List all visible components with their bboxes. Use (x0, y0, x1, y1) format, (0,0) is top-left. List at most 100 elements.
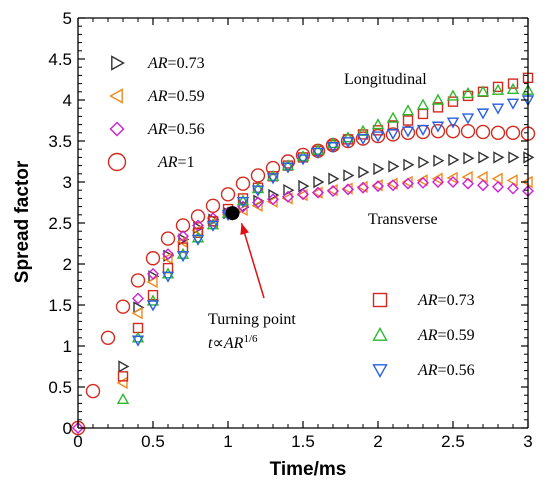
data-point (355, 131, 371, 146)
series-ar_1 (70, 123, 536, 436)
data-point (72, 422, 84, 434)
legend-label-transverse_073: AR=0.73 (147, 55, 205, 72)
data-point (236, 194, 250, 206)
data-point (416, 124, 430, 136)
data-point (220, 187, 236, 202)
data-point (387, 179, 399, 192)
data-point (235, 176, 251, 191)
data-point (401, 126, 415, 138)
data-point (267, 193, 279, 206)
axes (77, 17, 529, 429)
data-point (131, 307, 143, 320)
y-tick-label: 3 (63, 173, 72, 192)
data-point (147, 289, 159, 301)
y-tick-label: 0 (63, 419, 72, 438)
data-point (311, 186, 323, 199)
legend-prefix: AR (157, 154, 178, 171)
data-point (282, 190, 294, 203)
legend-marker-ar_1 (107, 152, 127, 172)
y-tick-label: 3.5 (48, 132, 72, 151)
data-point (493, 151, 505, 164)
formula-ar: AR (223, 335, 244, 352)
data-point (176, 235, 188, 249)
legend-marker-longitudinal_073 (372, 292, 388, 308)
data-point (131, 331, 145, 343)
data-point (178, 233, 190, 246)
data-point (161, 271, 175, 283)
data-point (477, 179, 489, 192)
turning-point-arrow (240, 222, 265, 299)
data-point (432, 176, 444, 188)
data-point (206, 218, 220, 230)
data-point (431, 121, 445, 133)
x-tick-label: 3 (523, 432, 532, 451)
data-point (417, 108, 429, 120)
data-point (372, 180, 384, 193)
annotation-turning-point: Turning point (208, 311, 296, 328)
legend-marker-transverse_073 (111, 55, 125, 71)
data-point (460, 123, 476, 139)
data-point (326, 142, 340, 154)
legend-value: =0.59 (168, 88, 205, 105)
legend-value: =0.73 (438, 292, 475, 309)
data-point (190, 209, 206, 224)
data-point (400, 125, 416, 141)
data-point (147, 267, 159, 280)
y-tick-label: 2 (63, 255, 72, 274)
data-marks (70, 72, 536, 436)
annotation-longitudinal: Longitudinal (344, 71, 427, 88)
series-transverse_059 (116, 170, 533, 390)
data-point (117, 371, 129, 382)
data-point (386, 128, 400, 141)
x-axis-label: Time/ms (270, 459, 347, 480)
data-point (312, 186, 324, 199)
y-tick-label: 1.5 (48, 296, 72, 315)
data-point (176, 247, 190, 259)
data-point (118, 360, 130, 373)
data-point (250, 168, 266, 183)
x-tick-label: 0 (73, 432, 82, 451)
data-point (461, 86, 475, 99)
data-point (115, 299, 131, 314)
legend-prefix: AR (147, 55, 168, 72)
data-point (492, 81, 504, 93)
data-point (506, 98, 520, 110)
data-point (161, 267, 175, 279)
data-point (132, 292, 144, 305)
data-point (192, 219, 204, 232)
data-point (328, 172, 340, 185)
legend-prefix: AR (417, 362, 438, 379)
legend-label-longitudinal_056: AR=0.56 (417, 362, 475, 379)
y-tick-label: 0.5 (48, 378, 72, 397)
data-point (506, 174, 518, 187)
data-point (505, 125, 521, 141)
data-point (131, 335, 145, 347)
legend-label-transverse_059: AR=0.59 (147, 88, 205, 105)
data-point (252, 196, 264, 209)
legend-value: =0.59 (438, 327, 475, 344)
data-point (175, 218, 191, 233)
data-point (446, 89, 460, 101)
legend-label-ar_1: AR=1 (157, 154, 195, 171)
data-point (491, 83, 505, 95)
data-point (357, 181, 369, 194)
x-tick-label: 1 (223, 432, 232, 451)
legend-value: =0.56 (438, 362, 475, 379)
data-point (296, 154, 310, 166)
data-point (311, 147, 325, 159)
legend-marker-longitudinal_056 (372, 364, 388, 378)
data-point (342, 183, 354, 196)
data-point (85, 383, 101, 399)
annotation-transverse: Transverse (368, 211, 438, 228)
data-point (297, 188, 309, 201)
data-point (132, 322, 144, 334)
data-point (372, 125, 384, 136)
data-point (508, 151, 520, 164)
annotation-turning-formula: t∝AR1/6 (208, 333, 258, 352)
data-point (463, 152, 475, 165)
data-point (146, 300, 160, 312)
data-point (298, 179, 310, 193)
data-point (356, 124, 370, 136)
data-point (206, 220, 220, 232)
